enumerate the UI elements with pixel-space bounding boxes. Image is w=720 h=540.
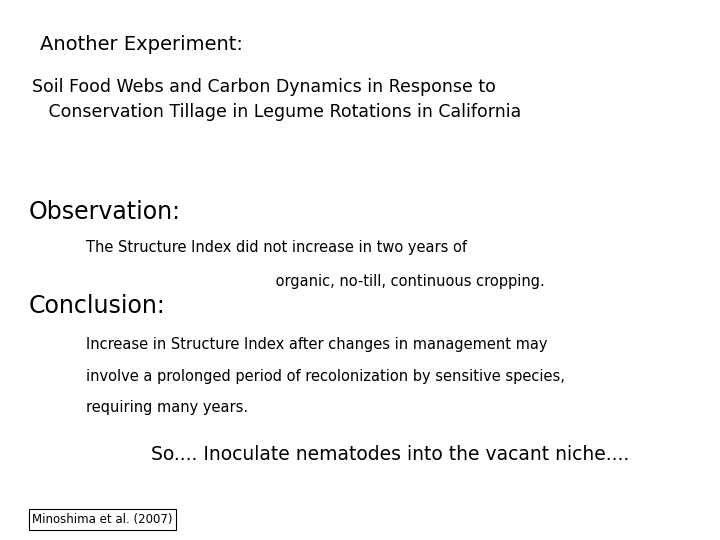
Text: Increase in Structure Index after changes in management may: Increase in Structure Index after change… <box>86 338 548 353</box>
Text: involve a prolonged period of recolonization by sensitive species,: involve a prolonged period of recoloniza… <box>86 369 565 384</box>
Text: The Structure Index did not increase in two years of: The Structure Index did not increase in … <box>86 240 467 255</box>
Text: organic, no-till, continuous cropping.: organic, no-till, continuous cropping. <box>86 274 545 289</box>
Text: Observation:: Observation: <box>29 200 181 224</box>
Text: Conclusion:: Conclusion: <box>29 294 166 318</box>
Text: Another Experiment:: Another Experiment: <box>40 35 243 54</box>
Text: Soil Food Webs and Carbon Dynamics in Response to
   Conservation Tillage in Leg: Soil Food Webs and Carbon Dynamics in Re… <box>32 78 522 120</box>
Text: Minoshima et al. (2007): Minoshima et al. (2007) <box>32 513 173 526</box>
Text: So.... Inoculate nematodes into the vacant niche....: So.... Inoculate nematodes into the vaca… <box>151 446 629 464</box>
Text: requiring many years.: requiring many years. <box>86 400 248 415</box>
